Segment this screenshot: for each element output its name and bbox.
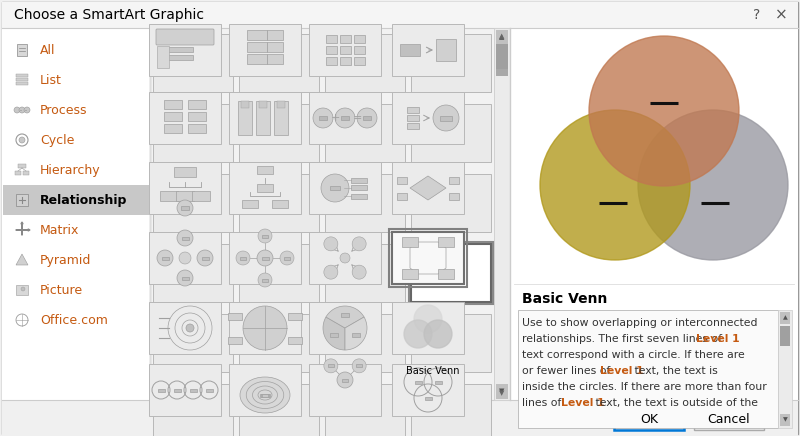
Bar [149,364,221,416]
Text: Relationship: Relationship [40,194,127,207]
Bar [153,244,233,302]
Bar [325,244,405,302]
Text: text, the text is: text, the text is [630,366,718,376]
Bar [162,256,169,259]
Circle shape [24,107,30,113]
Bar [267,54,283,64]
Text: inside the circles. If there are more than four: inside the circles. If there are more th… [522,382,766,392]
Bar [341,116,349,120]
Text: Level 1: Level 1 [600,366,644,376]
Bar [438,269,454,279]
Bar [438,237,454,247]
Bar [277,101,285,108]
Bar [309,364,381,416]
Bar [188,123,206,133]
Bar [351,185,367,191]
Bar [496,387,508,399]
Bar [18,164,26,168]
Bar [161,48,193,52]
Bar [407,123,419,129]
Bar [206,388,213,392]
Bar [239,104,319,162]
Bar [407,115,419,121]
Bar [229,302,301,354]
Text: =: = [352,113,362,123]
Bar [229,24,301,76]
Text: List: List [40,74,62,86]
Bar [496,44,508,69]
Bar [402,269,418,279]
Bar [328,364,334,368]
Circle shape [243,306,287,350]
Bar [325,104,405,162]
Text: ▼: ▼ [782,418,787,422]
Bar [262,235,268,238]
Bar [3,185,149,215]
Bar [326,46,337,54]
Bar [262,279,268,282]
Bar [411,104,491,162]
Bar [400,44,420,56]
Circle shape [186,324,194,332]
Bar [780,326,790,346]
Bar [425,396,431,399]
Circle shape [404,320,432,348]
Bar [2,400,798,436]
Circle shape [337,372,353,388]
Circle shape [638,110,788,260]
Bar [262,256,269,259]
Circle shape [177,230,193,246]
Bar [392,302,464,354]
Text: ▲: ▲ [499,34,505,40]
Bar [157,46,169,68]
Bar [780,312,790,324]
Bar [267,30,283,40]
Text: lines of: lines of [522,398,565,408]
Bar [15,171,21,175]
Bar [288,337,302,344]
Bar [351,194,367,198]
Bar [411,34,491,92]
Bar [496,46,508,76]
Circle shape [157,250,173,266]
Bar [325,314,405,372]
Bar [161,55,193,61]
Bar [449,193,459,200]
Text: ▼: ▼ [499,388,505,394]
Bar [228,313,242,320]
Bar [16,82,28,85]
Bar [257,166,273,174]
Polygon shape [410,176,446,200]
Wedge shape [323,317,345,350]
Circle shape [357,108,377,128]
Bar [339,57,350,65]
Text: Basic Venn: Basic Venn [522,292,607,306]
Bar [160,191,178,201]
Bar [351,177,367,183]
Circle shape [179,252,191,264]
Bar [202,256,209,259]
Text: Matrix: Matrix [40,224,79,236]
Bar [153,174,233,232]
FancyArrow shape [21,222,23,235]
Bar [411,244,491,302]
Circle shape [258,273,272,287]
Bar [272,200,288,208]
Bar [309,162,381,214]
Text: ▼: ▼ [499,390,505,396]
Bar [153,384,233,436]
Bar [16,194,28,206]
Circle shape [352,237,366,251]
Bar [494,28,510,400]
Circle shape [433,105,459,131]
Bar [182,236,189,239]
Bar [256,101,270,135]
Bar [411,174,491,232]
Bar [407,107,419,113]
Text: or fewer lines of: or fewer lines of [522,366,614,376]
Circle shape [280,251,294,265]
Bar [228,337,242,344]
Circle shape [414,305,442,333]
Circle shape [258,229,272,243]
